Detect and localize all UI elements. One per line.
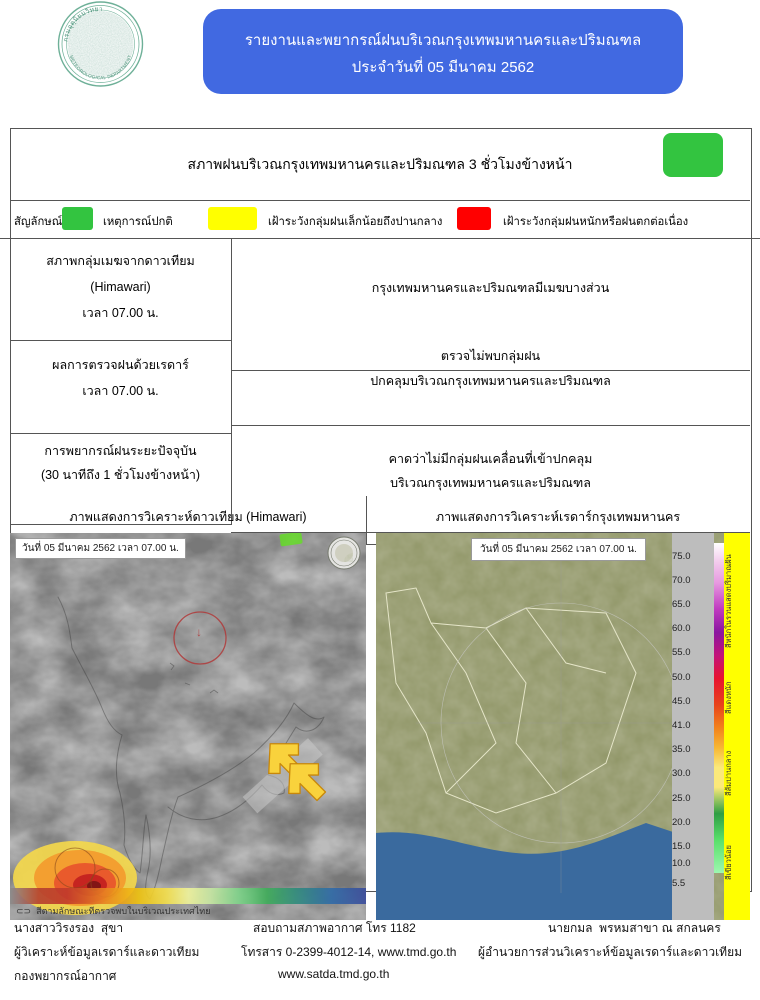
svg-text:↓: ↓ [196, 625, 202, 639]
